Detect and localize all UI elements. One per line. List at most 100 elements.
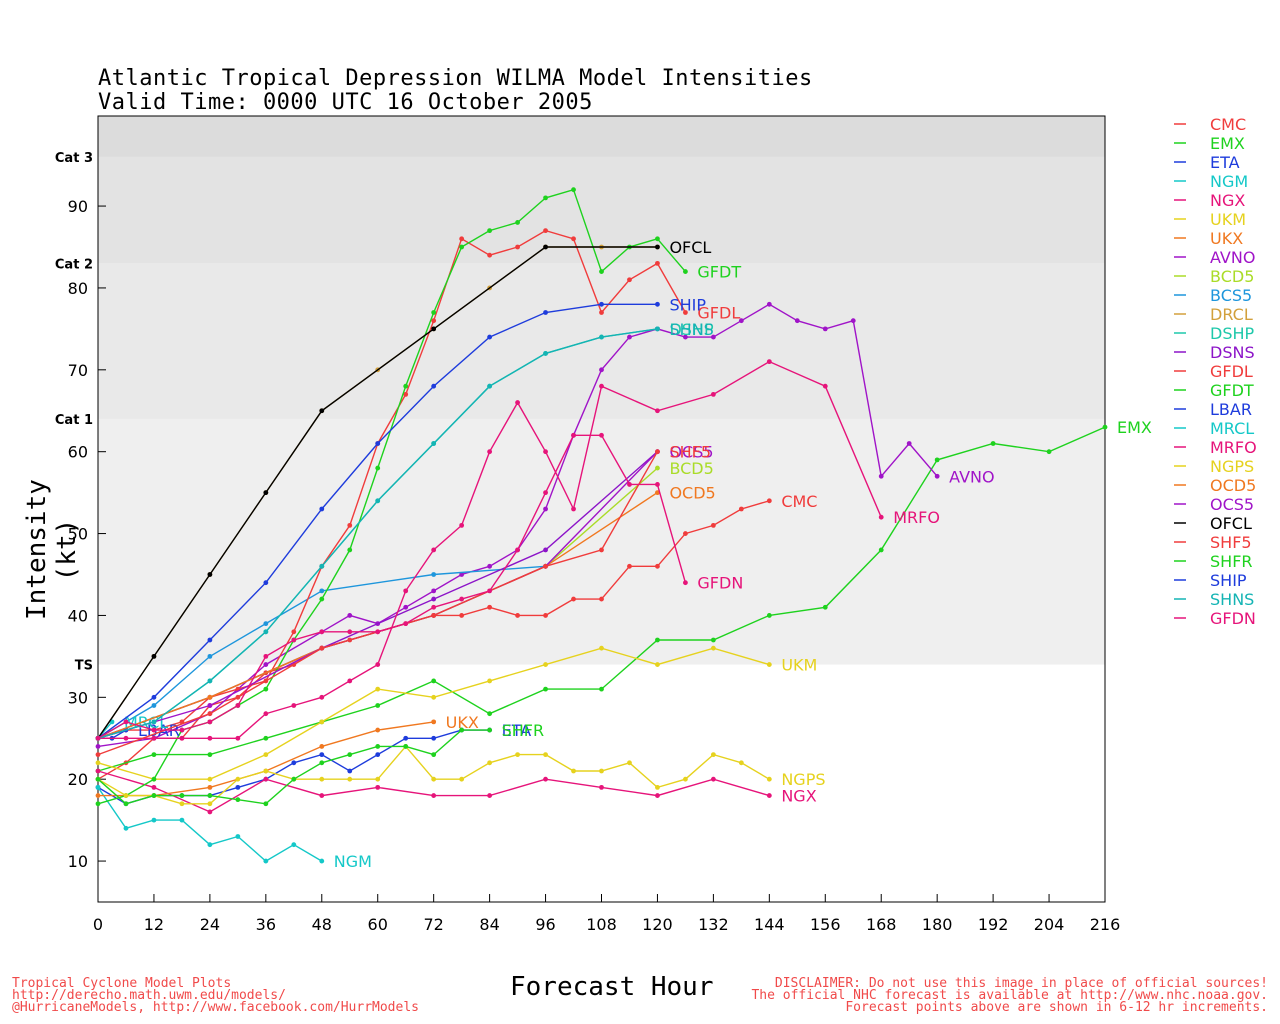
data-point bbox=[599, 768, 604, 774]
x-tick-label: 144 bbox=[754, 915, 785, 934]
data-point bbox=[207, 776, 213, 782]
data-point bbox=[487, 449, 493, 455]
data-point bbox=[319, 645, 325, 651]
data-point bbox=[207, 637, 213, 643]
data-point bbox=[375, 629, 381, 635]
data-point bbox=[543, 506, 548, 512]
data-point bbox=[683, 776, 688, 782]
data-point bbox=[151, 735, 157, 741]
series-end-label: SHNS bbox=[669, 320, 713, 339]
series-line bbox=[97, 729, 490, 805]
data-point bbox=[543, 310, 548, 315]
legend-entry: MRFO bbox=[1210, 438, 1257, 457]
data-point bbox=[291, 842, 297, 848]
data-point bbox=[766, 613, 772, 618]
data-point bbox=[403, 744, 409, 749]
data-point bbox=[319, 506, 325, 512]
x-tick-label: 108 bbox=[586, 915, 617, 934]
series-end-label: BCD5 bbox=[669, 459, 713, 478]
data-point bbox=[375, 498, 381, 504]
data-point bbox=[95, 784, 101, 790]
series-end-label: OFCL bbox=[669, 238, 711, 257]
data-point bbox=[599, 383, 604, 389]
data-point bbox=[263, 686, 269, 692]
data-point bbox=[710, 637, 716, 643]
data-point bbox=[431, 776, 437, 782]
data-point bbox=[459, 522, 465, 528]
data-point bbox=[347, 776, 353, 782]
category-band-0 bbox=[98, 418, 1105, 665]
category-label: Cat 2 bbox=[55, 257, 93, 272]
data-point bbox=[766, 301, 772, 307]
y-tick-label: 80 bbox=[68, 279, 88, 298]
y-tick-label: 30 bbox=[68, 688, 88, 707]
series-line bbox=[98, 360, 882, 739]
data-point bbox=[375, 752, 381, 758]
data-point bbox=[179, 793, 185, 798]
data-point bbox=[487, 727, 493, 733]
data-point bbox=[487, 588, 493, 594]
data-point bbox=[151, 703, 157, 708]
data-point bbox=[291, 629, 297, 635]
data-point bbox=[655, 326, 660, 332]
data-point bbox=[766, 793, 772, 798]
data-point bbox=[291, 760, 297, 766]
data-point bbox=[683, 531, 688, 536]
data-point bbox=[207, 678, 213, 684]
legend-entry: GFDN bbox=[1210, 609, 1256, 628]
data-point bbox=[431, 719, 437, 725]
data-point bbox=[878, 514, 884, 520]
series-ship: SHIP bbox=[95, 295, 706, 741]
data-point bbox=[543, 449, 548, 455]
series-shns: SHNS bbox=[95, 320, 714, 741]
data-point bbox=[822, 383, 828, 389]
data-point bbox=[655, 465, 660, 471]
data-point bbox=[235, 776, 241, 782]
data-point bbox=[515, 400, 520, 405]
footer-disclaimer-2: The official NHC forecast is available a… bbox=[751, 988, 1268, 1003]
data-point bbox=[179, 801, 185, 807]
data-point bbox=[627, 760, 632, 766]
data-point bbox=[319, 563, 325, 569]
data-point bbox=[431, 678, 437, 684]
data-point bbox=[431, 310, 437, 315]
data-point bbox=[319, 752, 325, 758]
data-point bbox=[375, 784, 381, 790]
data-point bbox=[683, 334, 688, 340]
data-point bbox=[655, 637, 660, 643]
legend-entry: NGPS bbox=[1210, 457, 1254, 476]
data-point bbox=[263, 735, 269, 741]
legend-entry: AVNO bbox=[1210, 248, 1255, 267]
data-point bbox=[655, 793, 660, 798]
data-point bbox=[95, 768, 101, 774]
data-point bbox=[766, 776, 772, 782]
y-tick-label: 40 bbox=[68, 606, 88, 625]
data-point bbox=[543, 195, 548, 201]
chart-subtitle: Valid Time: 0000 UTC 16 October 2005 bbox=[98, 90, 593, 115]
data-point bbox=[319, 744, 325, 749]
data-point bbox=[347, 629, 353, 635]
series-end-label: UKX bbox=[446, 713, 479, 732]
data-point bbox=[487, 711, 493, 717]
legend-entry: ETA bbox=[1210, 153, 1240, 172]
data-point bbox=[403, 621, 409, 627]
legend-entry: NGX bbox=[1210, 191, 1245, 210]
legend-entry: DRCL bbox=[1210, 305, 1253, 324]
data-point bbox=[487, 760, 493, 766]
series-end-label: OCS5 bbox=[669, 443, 713, 462]
x-tick-label: 36 bbox=[256, 915, 276, 934]
x-tick-label: 84 bbox=[479, 915, 499, 934]
data-point bbox=[1102, 424, 1108, 430]
x-tick-label: 12 bbox=[144, 915, 164, 934]
data-point bbox=[431, 752, 437, 758]
data-point bbox=[571, 432, 576, 438]
data-point bbox=[515, 220, 520, 225]
data-point bbox=[319, 719, 325, 725]
chart-title: Atlantic Tropical Depression WILMA Model… bbox=[98, 66, 813, 91]
legend-entry: OCS5 bbox=[1210, 495, 1254, 514]
data-point bbox=[431, 547, 437, 553]
category-band-1 bbox=[98, 263, 1105, 419]
data-point bbox=[543, 776, 548, 782]
series-end-label: NGM bbox=[334, 852, 372, 871]
